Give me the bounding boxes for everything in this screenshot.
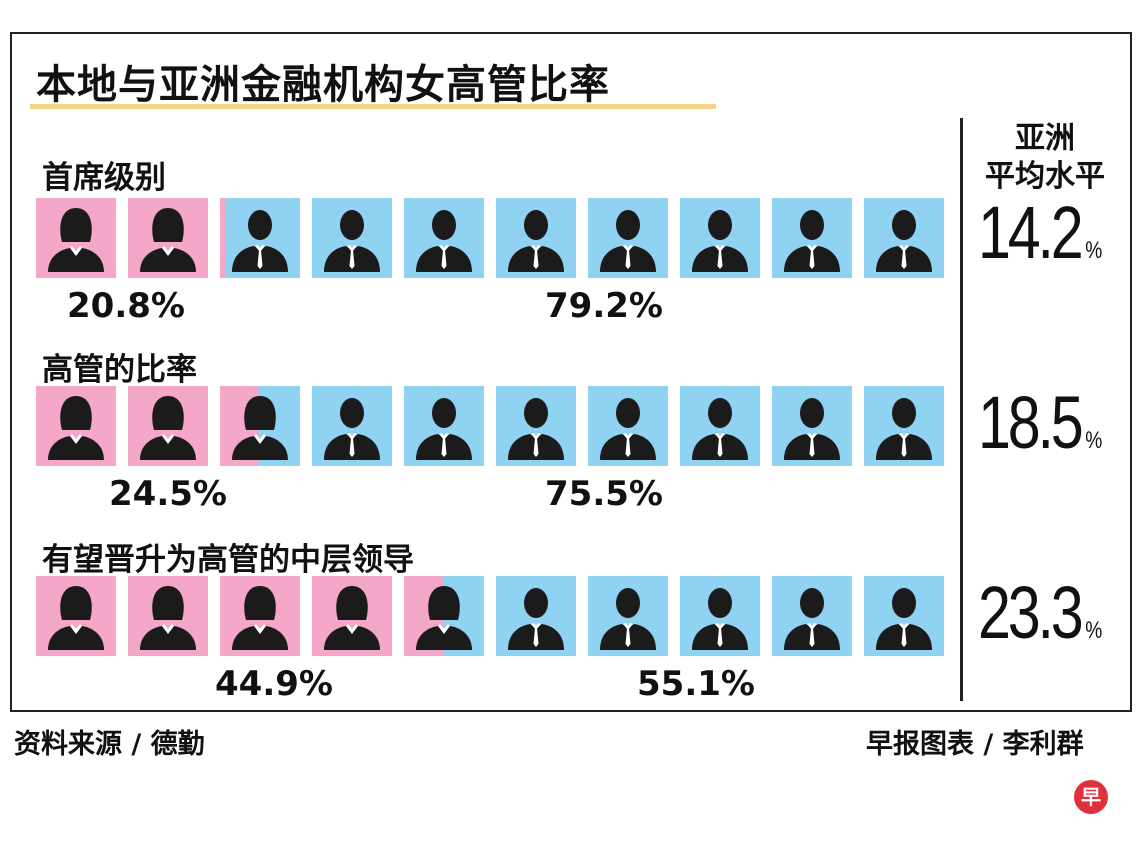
credit-note: 早报图表 / 李利群: [866, 729, 1084, 760]
icon-tile-exec-8: [680, 386, 760, 466]
icon-tile-ceo-3: [220, 198, 300, 278]
icon-tile-midlevel-1: [36, 576, 116, 656]
male-person-icon: [508, 210, 564, 272]
asia-avg-ceo-value: 14.2: [978, 191, 1084, 274]
icon-tile-ceo-9: [772, 198, 852, 278]
male-pct-ceo: 79.2%: [545, 286, 663, 326]
icon-tile-exec-6: [496, 386, 576, 466]
male-pct-midlevel: 55.1%: [637, 664, 755, 704]
female-pct-midlevel: 44.9%: [215, 664, 333, 704]
male-person-icon: [416, 398, 472, 460]
icon-tile-exec-10: [864, 386, 944, 466]
male-person-icon: [876, 588, 932, 650]
male-person-icon: [692, 398, 748, 460]
icon-tile-midlevel-7: [588, 576, 668, 656]
zaobao-logo-icon: 早: [1074, 780, 1108, 814]
icon-tile-midlevel-6: [496, 576, 576, 656]
column-divider: [960, 118, 963, 701]
icon-tile-ceo-8: [680, 198, 760, 278]
icon-tile-exec-5: [404, 386, 484, 466]
female-person-icon: [324, 586, 380, 650]
female-person-icon: [416, 586, 472, 650]
asia-avg-ceo-unit: %: [1085, 237, 1103, 264]
icon-tile-midlevel-8: [680, 576, 760, 656]
male-person-icon: [324, 210, 380, 272]
male-person-icon: [416, 210, 472, 272]
icon-tile-exec-7: [588, 386, 668, 466]
icon-tile-exec-4: [312, 386, 392, 466]
icon-tile-ceo-6: [496, 198, 576, 278]
icon-tile-midlevel-4: [312, 576, 392, 656]
male-person-icon: [692, 588, 748, 650]
male-person-icon: [784, 210, 840, 272]
icon-tile-midlevel-5: [404, 576, 484, 656]
asia-avg-header-line2: 平均水平: [985, 159, 1105, 194]
male-person-icon: [784, 398, 840, 460]
icon-tile-ceo-2: [128, 198, 208, 278]
male-pct-exec: 75.5%: [545, 474, 663, 514]
chart-title: 本地与亚洲金融机构女高管比率: [36, 62, 610, 108]
icon-tile-exec-1: [36, 386, 116, 466]
asia-avg-ceo: 14.2%: [978, 190, 1102, 275]
male-person-icon: [600, 398, 656, 460]
male-person-icon: [600, 210, 656, 272]
asia-avg-midlevel-unit: %: [1085, 617, 1103, 644]
chart-frame: [10, 32, 1132, 712]
icon-tile-ceo-1: [36, 198, 116, 278]
row-label-exec: 高管的比率: [42, 352, 197, 388]
female-person-icon: [48, 586, 104, 650]
icon-tile-exec-2: [128, 386, 208, 466]
icon-tile-ceo-5: [404, 198, 484, 278]
icon-tile-midlevel-9: [772, 576, 852, 656]
female-person-icon: [48, 396, 104, 460]
icon-tile-ceo-10: [864, 198, 944, 278]
asia-avg-exec: 18.5%: [978, 380, 1102, 465]
female-person-icon: [232, 586, 288, 650]
male-person-icon: [232, 210, 288, 272]
male-person-icon: [508, 588, 564, 650]
male-person-icon: [876, 210, 932, 272]
asia-avg-exec-value: 18.5: [978, 381, 1084, 464]
female-person-icon: [140, 396, 196, 460]
female-pct-ceo: 20.8%: [67, 286, 185, 326]
icon-tile-exec-9: [772, 386, 852, 466]
icon-tile-ceo-4: [312, 198, 392, 278]
female-person-icon: [140, 586, 196, 650]
icon-tile-midlevel-2: [128, 576, 208, 656]
asia-avg-exec-unit: %: [1085, 427, 1103, 454]
male-person-icon: [692, 210, 748, 272]
female-pct-exec: 24.5%: [109, 474, 227, 514]
male-person-icon: [600, 588, 656, 650]
female-person-icon: [48, 208, 104, 272]
icon-tile-midlevel-10: [864, 576, 944, 656]
male-person-icon: [508, 398, 564, 460]
male-person-icon: [324, 398, 380, 460]
icon-tile-ceo-7: [588, 198, 668, 278]
asia-avg-midlevel: 23.3%: [978, 570, 1102, 655]
asia-avg-header-line1: 亚洲: [1015, 121, 1075, 156]
asia-avg-header: 亚洲 平均水平: [965, 120, 1125, 196]
male-person-icon: [876, 398, 932, 460]
female-person-icon: [140, 208, 196, 272]
asia-avg-midlevel-value: 23.3: [978, 571, 1084, 654]
male-person-icon: [784, 588, 840, 650]
title-underline: [30, 104, 716, 109]
female-person-icon: [232, 396, 288, 460]
row-label-ceo: 首席级别: [42, 160, 166, 196]
icon-tile-midlevel-3: [220, 576, 300, 656]
icon-tile-exec-3: [220, 386, 300, 466]
row-label-midlevel: 有望晋升为高管的中层领导: [42, 542, 414, 578]
source-note: 资料来源 / 德勤: [14, 729, 205, 760]
